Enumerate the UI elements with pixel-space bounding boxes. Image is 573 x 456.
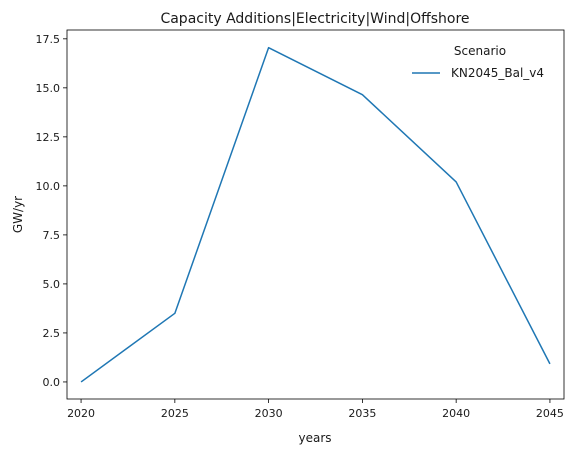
x-axis: 2020 2025 2030 2035 2040 2045 <box>67 399 564 420</box>
y-tick-label: 0.0 <box>43 376 61 389</box>
x-tick-label: 2045 <box>536 407 564 420</box>
plot-frame <box>66 29 565 400</box>
y-tick-label: 2.5 <box>43 327 61 340</box>
legend-title: Scenario <box>454 44 506 58</box>
y-tick-label: 17.5 <box>36 33 61 46</box>
series-line <box>80 46 551 383</box>
legend: Scenario KN2045_Bal_v4 <box>412 44 544 80</box>
x-tick-label: 2040 <box>442 407 470 420</box>
series-group <box>80 46 551 383</box>
y-tick-label: 12.5 <box>36 131 61 144</box>
y-tick-label: 15.0 <box>36 82 61 95</box>
y-axis: 0.0 2.5 5.0 7.5 10.0 12.5 15.0 17.5 <box>36 33 67 389</box>
legend-entry-label: KN2045_Bal_v4 <box>451 66 544 80</box>
y-tick-label: 10.0 <box>36 180 61 193</box>
y-tick-label: 5.0 <box>43 278 61 291</box>
x-tick-label: 2035 <box>348 407 376 420</box>
chart-title: Capacity Additions|Electricity|Wind|Offs… <box>160 11 469 27</box>
y-axis-label: GW/yr <box>11 196 25 233</box>
x-tick-label: 2020 <box>67 407 95 420</box>
y-tick-label: 7.5 <box>43 229 61 242</box>
x-tick-label: 2030 <box>255 407 283 420</box>
x-axis-label: years <box>298 431 331 445</box>
x-tick-label: 2025 <box>161 407 189 420</box>
